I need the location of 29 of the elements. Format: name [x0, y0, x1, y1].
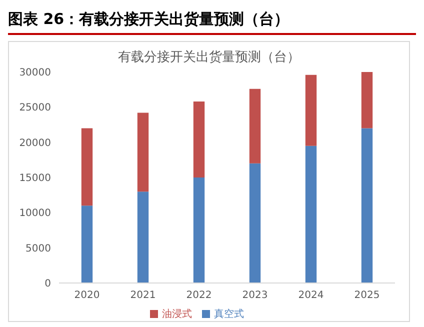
legend-label: 油浸式 — [162, 309, 192, 320]
x-tick-label: 2022 — [186, 290, 212, 302]
bar — [249, 163, 261, 283]
x-tick-label: 2020 — [74, 290, 100, 302]
bar — [193, 102, 205, 178]
bar — [305, 74, 317, 146]
bar — [137, 192, 149, 283]
bar — [361, 72, 373, 128]
x-tick-label: 2024 — [298, 290, 324, 302]
y-tick-label: 30000 — [19, 68, 51, 79]
bar — [249, 88, 261, 164]
bar — [81, 206, 93, 283]
x-tick-label: 2021 — [130, 290, 156, 302]
y-tick-label: 15000 — [19, 173, 51, 184]
y-tick-label: 25000 — [19, 102, 51, 114]
bar — [193, 178, 205, 283]
chart-title: 图表 26：有载分接开关出货量预测（台） — [8, 8, 416, 35]
bar — [361, 128, 373, 283]
bar — [305, 146, 317, 283]
y-tick-label: 10000 — [19, 208, 51, 220]
x-tick-label: 2025 — [354, 290, 380, 302]
y-tick-label: 20000 — [19, 138, 51, 149]
bar — [81, 128, 93, 206]
y-tick-label: 0 — [44, 278, 51, 290]
y-tick-label: 5000 — [26, 243, 51, 254]
chart-subtitle: 有载分接开关出货量预测（台） — [117, 49, 301, 66]
x-tick-label: 2023 — [242, 290, 268, 302]
legend-label: 真空式 — [214, 309, 244, 320]
bar — [137, 112, 149, 192]
